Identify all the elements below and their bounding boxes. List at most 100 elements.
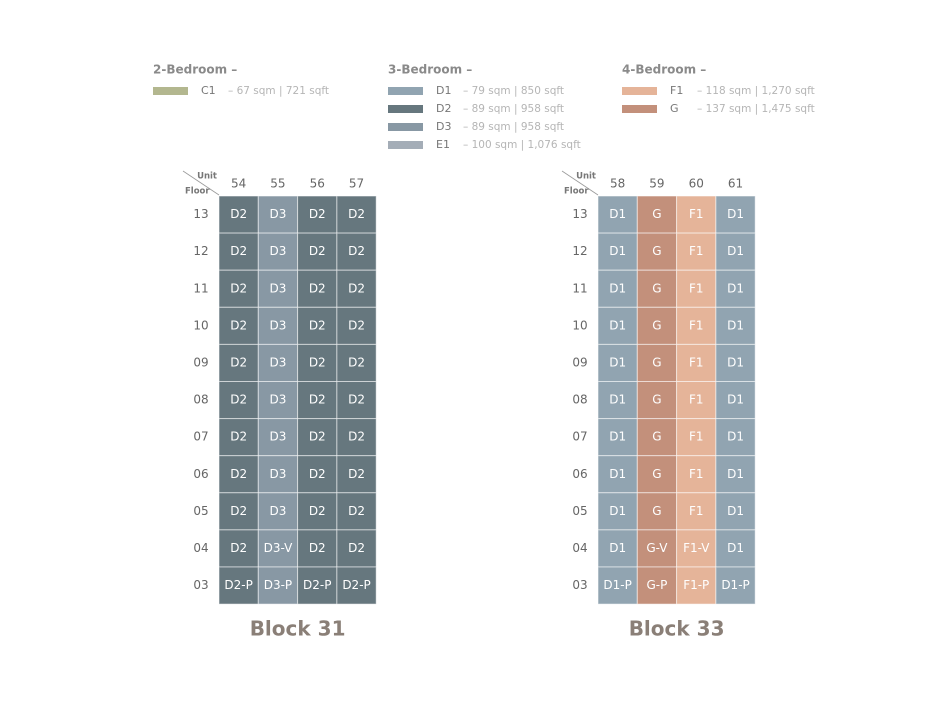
legend-swatch [622, 105, 657, 113]
unit-number: 56 [310, 177, 325, 191]
legend-desc: – 100 sqm | 1,076 sqft [463, 139, 581, 151]
legend-code: D1 [436, 84, 451, 97]
unit-cell [336, 418, 377, 457]
unit-type: D2 [348, 467, 365, 481]
header-diagonal [561, 170, 599, 196]
unit-type: D2 [230, 393, 247, 407]
unit-number: 54 [231, 177, 246, 191]
unit-type: G-P [647, 578, 668, 592]
unit-number: 55 [270, 177, 285, 191]
legend-swatch [153, 87, 188, 95]
unit-type: D2 [230, 281, 247, 295]
unit-type: D1 [727, 393, 744, 407]
unit-type: D1 [727, 318, 744, 332]
legend-group-title: 4-Bedroom – [622, 63, 706, 77]
floor-number: 06 [572, 467, 587, 481]
unit-type: G [652, 281, 661, 295]
unit-cell [636, 566, 678, 605]
unit-type: F1 [689, 207, 704, 221]
unit-number: 60 [689, 177, 704, 191]
unit-type: F1 [689, 467, 704, 481]
unit-type: G [652, 244, 661, 258]
unit-type: D3 [270, 281, 287, 295]
unit-cell [715, 492, 756, 531]
unit-type: D2 [230, 207, 247, 221]
unit-type: D2 [348, 430, 365, 444]
unit-type: D3 [270, 244, 287, 258]
unit-cell [597, 306, 638, 345]
floor-number: 10 [193, 318, 208, 332]
unit-type: D1 [609, 467, 626, 481]
unit-type: D2 [348, 393, 365, 407]
unit-type: D3 [270, 318, 287, 332]
legend-swatch [388, 105, 423, 113]
floor-number: 04 [572, 541, 587, 555]
unit-type: D1 [609, 541, 626, 555]
unit-number: 59 [649, 177, 664, 191]
unit-header: Unit [576, 172, 596, 182]
unit-type: D1 [727, 430, 744, 444]
floor-number: 06 [193, 467, 208, 481]
block-title: Block 33 [629, 617, 725, 641]
unit-cell [257, 306, 299, 345]
legend-swatch [622, 87, 657, 95]
floor-number: 09 [572, 355, 587, 369]
legend-desc: – 79 sqm | 850 sqft [463, 85, 564, 97]
unit-type: F1-P [683, 578, 709, 592]
floor-number: 05 [572, 504, 587, 518]
unit-cell [676, 306, 717, 345]
floor-number: 05 [193, 504, 208, 518]
unit-type: D3 [270, 207, 287, 221]
unit-type: G [652, 393, 661, 407]
floor-header: Floor [564, 187, 589, 197]
unit-type: D2 [348, 504, 365, 518]
unit-cell [676, 269, 717, 308]
unit-cell [715, 269, 756, 308]
unit-cell [257, 343, 299, 382]
legend-group-title: 2-Bedroom – [153, 63, 237, 77]
floor-number: 08 [572, 393, 587, 407]
unit-cell [257, 195, 299, 234]
unit-cell [636, 492, 678, 531]
unit-type: D2 [309, 541, 326, 555]
floor-number: 11 [193, 281, 208, 295]
legend-desc: – 89 sqm | 958 sqft [463, 121, 564, 133]
legend-swatch [388, 87, 423, 95]
legend-desc: – 118 sqm | 1,270 sqft [697, 85, 815, 97]
unit-cell [597, 381, 638, 420]
unit-cell [676, 232, 717, 271]
unit-type: D1 [727, 207, 744, 221]
unit-cell [676, 343, 717, 382]
unit-cell [218, 455, 259, 494]
unit-type: D1 [609, 207, 626, 221]
unit-cell [597, 343, 638, 382]
unit-cell [297, 269, 338, 308]
floor-number: 07 [193, 430, 208, 444]
unit-type: D3 [270, 393, 287, 407]
unit-type: F1 [689, 393, 704, 407]
unit-type: D1 [609, 355, 626, 369]
unit-header: Unit [197, 172, 217, 182]
unit-type: D2 [230, 355, 247, 369]
floor-number: 04 [193, 541, 208, 555]
unit-type: D1 [727, 355, 744, 369]
floor-number: 10 [572, 318, 587, 332]
unit-type: D2 [230, 467, 247, 481]
unit-cell [257, 455, 299, 494]
legend-swatch [388, 123, 423, 131]
legend-code: D3 [436, 120, 451, 133]
unit-cell [336, 269, 377, 308]
floor-number: 03 [193, 578, 208, 592]
floor-number: 12 [193, 244, 208, 258]
unit-type: D2-P [224, 578, 252, 592]
unit-type: G [652, 467, 661, 481]
legend-swatch [388, 141, 423, 149]
unit-cell [676, 418, 717, 457]
unit-cell [218, 529, 259, 568]
unit-type: D1 [609, 244, 626, 258]
unit-type: F1 [689, 504, 704, 518]
legend-code: G [670, 102, 679, 115]
unit-cell [336, 381, 377, 420]
unit-type: D2 [309, 207, 326, 221]
